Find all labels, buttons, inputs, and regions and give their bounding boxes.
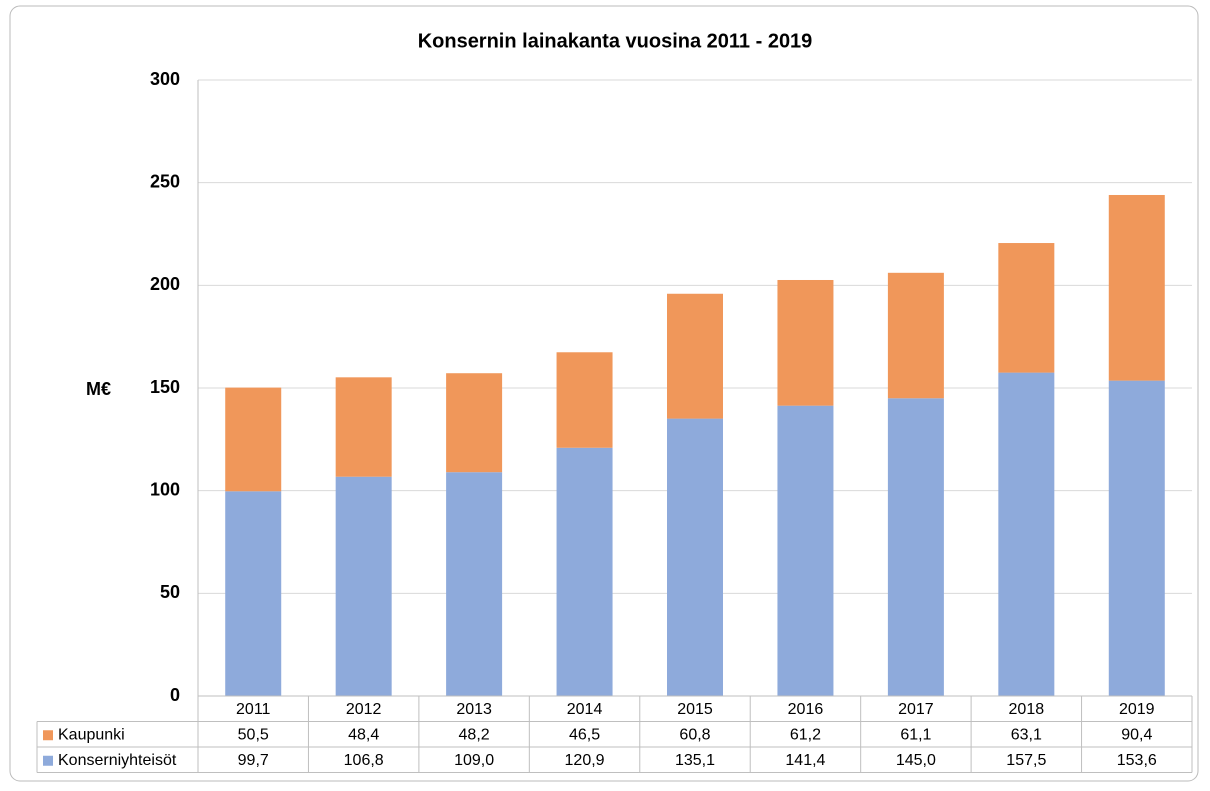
y-tick-label: 200: [150, 274, 180, 294]
bar-segment: [1108, 380, 1165, 696]
bar-segment: [1108, 194, 1165, 381]
y-tick-label: 100: [150, 479, 180, 499]
data-label: 48,2: [459, 726, 490, 743]
x-tick-label: 2012: [346, 701, 382, 718]
bar-segment: [556, 447, 613, 696]
y-axis-label: M€: [86, 379, 111, 399]
data-label: 60,8: [679, 726, 710, 743]
data-label: 153,6: [1117, 752, 1157, 769]
bar-segment: [667, 418, 723, 696]
y-tick-label: 250: [150, 171, 180, 191]
x-tick-label: 2019: [1119, 701, 1155, 718]
x-tick-label: 2015: [677, 701, 713, 718]
bar-segment: [998, 243, 1055, 373]
bar-segment: [667, 293, 723, 419]
data-label: 145,0: [896, 752, 936, 769]
data-label: 50,5: [238, 726, 269, 743]
bar-segment: [225, 491, 282, 696]
legend-label: Konserniyhteisöt: [58, 752, 177, 769]
x-tick-label: 2013: [456, 701, 492, 718]
y-tick-label: 150: [150, 377, 180, 397]
chart-title: Konsernin lainakanta vuosina 2011 - 2019: [418, 30, 813, 52]
x-tick-label: 2017: [898, 701, 934, 718]
data-label: 48,4: [348, 726, 379, 743]
data-label: 135,1: [675, 752, 715, 769]
bar-segment: [887, 398, 944, 696]
bar-segment: [335, 377, 392, 477]
data-label: 109,0: [454, 752, 494, 769]
x-tick-label: 2016: [788, 701, 824, 718]
data-label: 141,4: [785, 752, 825, 769]
y-tick-label: 300: [150, 69, 180, 89]
legend-swatch: [43, 755, 53, 766]
y-tick-label: 50: [160, 582, 180, 602]
x-tick-label: 2011: [236, 701, 271, 718]
bar-segment: [225, 387, 282, 492]
x-tick-label: 2014: [567, 701, 603, 718]
bar-segment: [777, 405, 834, 696]
data-label: 61,1: [900, 726, 931, 743]
bar-segment: [998, 372, 1055, 696]
bar-segment: [335, 476, 392, 696]
legend-label: Kaupunki: [58, 726, 125, 743]
y-tick-label: 0: [170, 685, 180, 705]
x-tick-label: 2018: [1009, 701, 1045, 718]
data-label: 120,9: [565, 752, 605, 769]
legend-swatch: [43, 730, 53, 741]
data-label: 61,2: [790, 726, 821, 743]
bar-segment: [446, 373, 503, 473]
data-label: 46,5: [569, 726, 600, 743]
data-label: 63,1: [1011, 726, 1042, 743]
data-label: 157,5: [1006, 752, 1046, 769]
data-label: 106,8: [344, 752, 384, 769]
data-label: 99,7: [238, 752, 269, 769]
bar-segment: [777, 279, 834, 406]
bar-segment: [446, 472, 503, 696]
data-label: 90,4: [1121, 726, 1152, 743]
bar-segment: [887, 272, 944, 399]
bar-segment: [556, 352, 613, 448]
